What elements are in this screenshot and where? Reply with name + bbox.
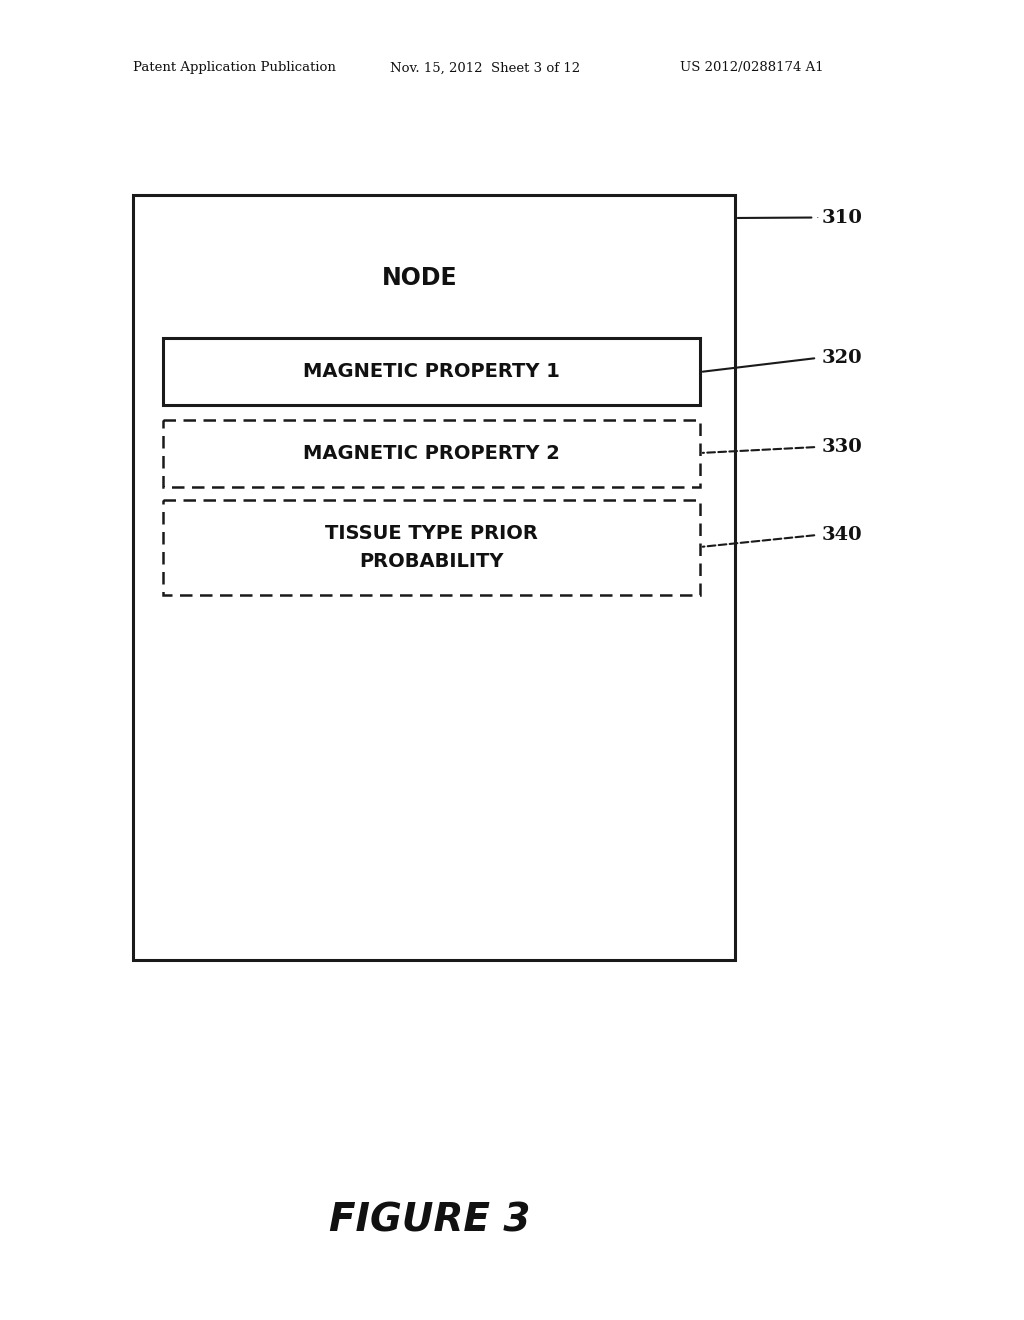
Text: NODE: NODE — [382, 267, 458, 290]
Text: FIGURE 3: FIGURE 3 — [330, 1203, 530, 1239]
Bar — [163, 500, 700, 595]
Text: US 2012/0288174 A1: US 2012/0288174 A1 — [680, 62, 823, 74]
Text: TISSUE TYPE PRIOR
PROBABILITY: TISSUE TYPE PRIOR PROBABILITY — [325, 524, 538, 572]
Bar — [163, 338, 700, 405]
Text: 310: 310 — [822, 209, 863, 227]
Text: 330: 330 — [822, 438, 863, 455]
Text: MAGNETIC PROPERTY 2: MAGNETIC PROPERTY 2 — [303, 444, 560, 463]
Bar — [133, 195, 735, 960]
Text: 320: 320 — [822, 348, 862, 367]
Bar — [163, 420, 700, 487]
Text: 340: 340 — [822, 525, 862, 544]
Text: Patent Application Publication: Patent Application Publication — [133, 62, 336, 74]
Text: MAGNETIC PROPERTY 1: MAGNETIC PROPERTY 1 — [303, 362, 560, 381]
Text: Nov. 15, 2012  Sheet 3 of 12: Nov. 15, 2012 Sheet 3 of 12 — [390, 62, 581, 74]
